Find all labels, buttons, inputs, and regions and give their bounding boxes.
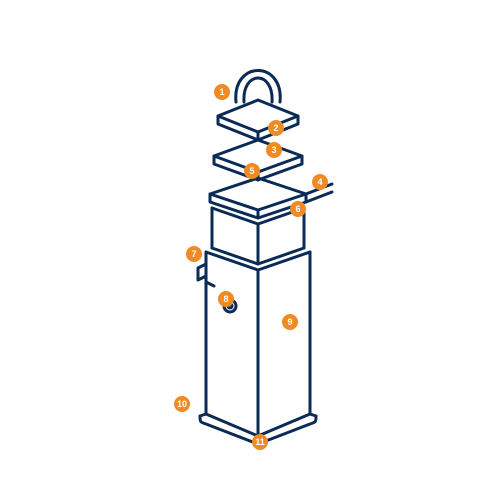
device-lineart: [0, 0, 500, 500]
callout-11: 11: [252, 434, 268, 450]
callout-4: 4: [312, 174, 328, 190]
callout-5: 5: [244, 163, 260, 179]
exploded-diagram: 1 2 35 46 7 8 9 10 11: [0, 0, 500, 500]
callout-10: 10: [174, 396, 190, 412]
callout-8: 8: [218, 291, 234, 307]
callout-1: 1: [214, 84, 230, 100]
callout-3: 3: [266, 142, 282, 158]
callout-7: 7: [186, 246, 202, 262]
callout-2: 2: [268, 120, 284, 136]
callout-9: 9: [282, 314, 298, 330]
callout-6: 6: [290, 201, 306, 217]
